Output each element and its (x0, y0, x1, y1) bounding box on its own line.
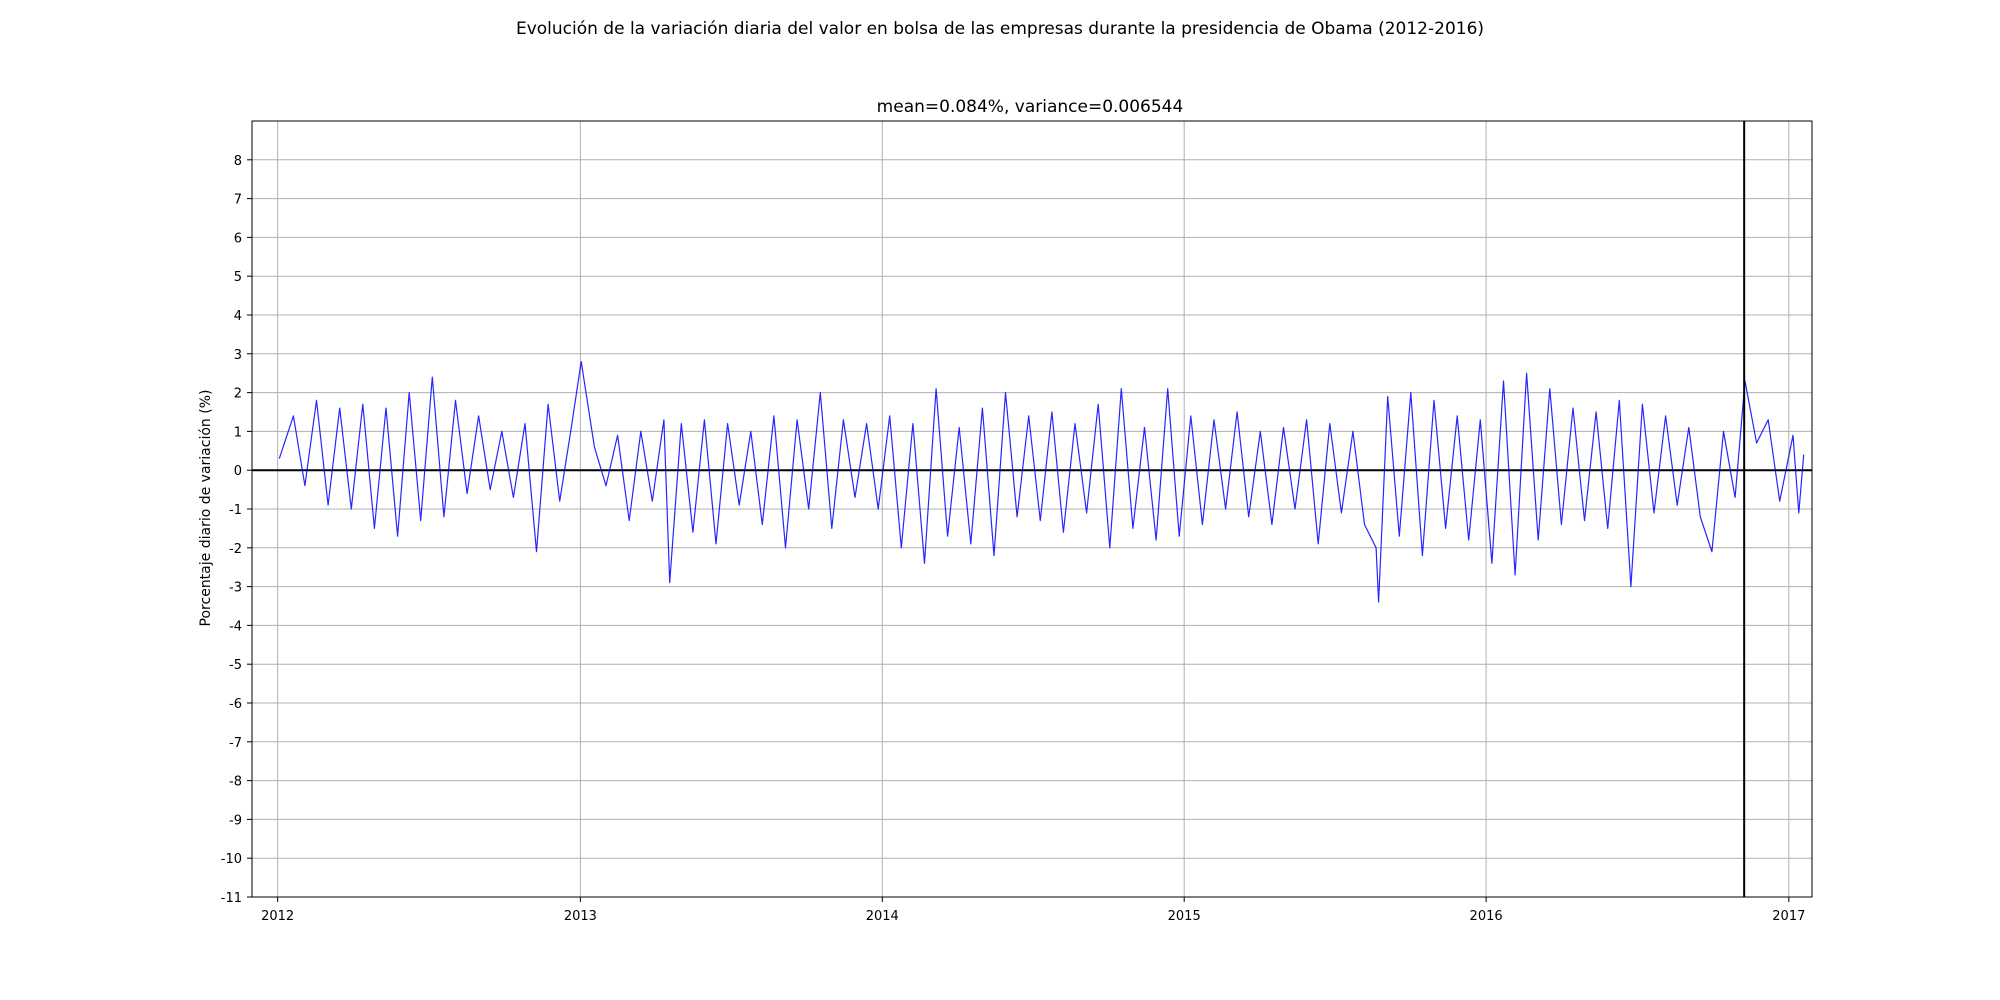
x-tick-label: 2017 (1772, 909, 1805, 924)
y-tick-label: -2 (229, 542, 242, 557)
y-axis-label: Porcentaje diario de variación (%) (198, 390, 214, 627)
y-tick-label: 7 (234, 193, 242, 208)
y-tick-label: 8 (234, 154, 242, 169)
y-tick-label: 0 (234, 464, 242, 479)
x-tick-label: 2016 (1470, 909, 1503, 924)
y-tick-label: -9 (229, 813, 242, 828)
series-layer (278, 361, 1805, 603)
y-tick-label: -10 (221, 852, 242, 867)
y-tick-label: 2 (234, 387, 242, 402)
x-tick-label: 2014 (866, 909, 899, 924)
y-tick-label: -3 (229, 581, 242, 596)
series-line (278, 361, 1805, 603)
y-tick-label: 3 (234, 348, 242, 363)
x-axis-ticks: 2012 2013 2014 2015 2016 2017 (261, 897, 1805, 924)
y-tick-label: 5 (234, 270, 242, 285)
chart-title: mean=0.084%, variance=0.006544 (877, 97, 1184, 117)
x-tick-label: 2015 (1168, 909, 1201, 924)
y-tick-label: 6 (234, 231, 242, 246)
y-tick-label: -8 (229, 775, 242, 790)
y-tick-label: -4 (229, 619, 242, 634)
y-tick-label: 1 (234, 425, 242, 440)
x-tick-label: 2013 (564, 909, 597, 924)
x-tick-label: 2012 (261, 909, 294, 924)
y-tick-label: -6 (229, 697, 242, 712)
y-tick-label: -5 (229, 658, 242, 673)
y-tick-label: -11 (221, 891, 242, 906)
y-tick-label: -1 (229, 503, 242, 518)
y-tick-label: -7 (229, 736, 242, 751)
y-tick-label: 4 (234, 309, 242, 324)
figure-suptitle: Evolución de la variación diaria del val… (516, 19, 1484, 39)
